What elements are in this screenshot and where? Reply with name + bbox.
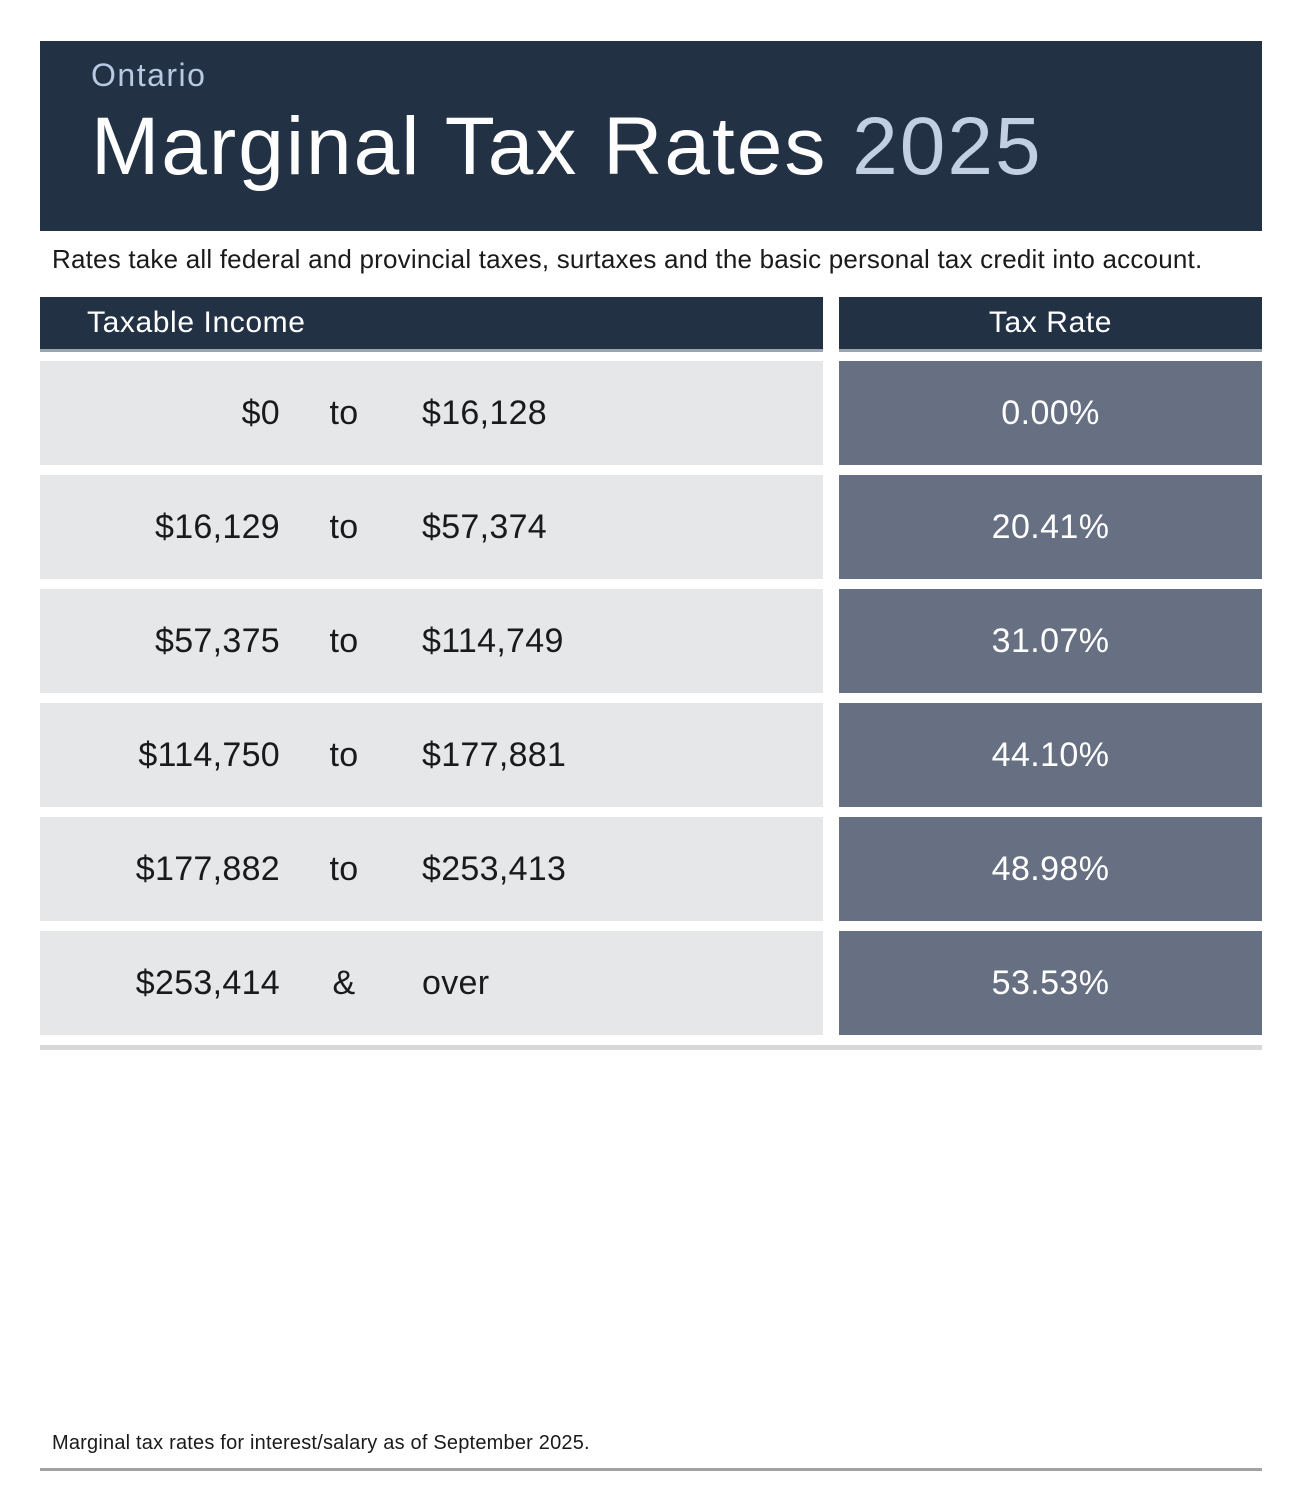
column-header-taxable-income: Taxable Income [40, 297, 823, 352]
income-upper-bound: over [422, 963, 490, 1002]
column-header-tax-rate: Tax Rate [839, 297, 1262, 352]
income-upper-bound: $114,749 [422, 621, 564, 660]
page-title-year: 2025 [852, 101, 1043, 192]
income-lower-bound: $0 [241, 393, 280, 432]
region-label: Ontario [91, 57, 207, 93]
table-body: $0 to $16,128 0.00% $16,129 to $57,374 2… [40, 361, 1262, 1035]
header-banner: Ontario Marginal Tax Rates 2025 [40, 41, 1262, 231]
footer-rule [40, 1468, 1262, 1471]
income-upper-bound: $253,413 [422, 849, 567, 888]
table-bottom-divider [40, 1045, 1262, 1050]
tax-rate-value: 44.10% [991, 735, 1110, 774]
tax-rate-cell: 20.41% [839, 475, 1262, 579]
tax-rate-value: 48.98% [991, 849, 1110, 888]
tax-rate-cell: 0.00% [839, 361, 1262, 465]
range-separator: to [329, 507, 359, 546]
income-lower-bound: $16,129 [154, 507, 280, 546]
tax-rate-value: 20.41% [991, 507, 1110, 546]
tax-rate-value: 0.00% [1001, 393, 1100, 432]
income-range-cell: $57,375 to $114,749 [40, 589, 823, 693]
table-row: $16,129 to $57,374 20.41% [40, 475, 1262, 579]
income-range-cell: $0 to $16,128 [40, 361, 823, 465]
table-row: $114,750 to $177,881 44.10% [40, 703, 1262, 807]
tax-rate-table: Taxable Income Tax Rate $0 to $16,128 0.… [40, 297, 1262, 1050]
income-upper-bound: $16,128 [422, 393, 548, 432]
tax-rate-cell: 44.10% [839, 703, 1262, 807]
range-separator: to [329, 849, 359, 888]
tax-rate-value: 31.07% [991, 621, 1110, 660]
range-separator: to [329, 735, 359, 774]
range-separator: & [332, 963, 356, 1002]
footnote-text: Marginal tax rates for interest/salary a… [52, 1432, 590, 1454]
income-upper-bound: $57,374 [422, 507, 548, 546]
income-range-cell: $114,750 to $177,881 [40, 703, 823, 807]
page-title: Marginal Tax Rates 2025 [91, 101, 1262, 192]
range-separator: to [329, 621, 359, 660]
income-range-cell: $16,129 to $57,374 [40, 475, 823, 579]
income-range-cell: $253,414 & over [40, 931, 823, 1035]
income-range-cell: $177,882 to $253,413 [40, 817, 823, 921]
income-lower-bound: $114,750 [138, 735, 280, 774]
table-header-row: Taxable Income Tax Rate [40, 297, 1262, 352]
table-row: $0 to $16,128 0.00% [40, 361, 1262, 465]
page-title-text: Marginal Tax Rates [91, 101, 853, 192]
tax-rate-value: 53.53% [991, 963, 1110, 1002]
income-lower-bound: $57,375 [154, 621, 280, 660]
table-row: $253,414 & over 53.53% [40, 931, 1262, 1035]
tax-rate-cell: 53.53% [839, 931, 1262, 1035]
income-lower-bound: $177,882 [135, 849, 280, 888]
tax-rate-cell: 48.98% [839, 817, 1262, 921]
income-upper-bound: $177,881 [422, 735, 567, 774]
tax-rate-cell: 31.07% [839, 589, 1262, 693]
table-row: $177,882 to $253,413 48.98% [40, 817, 1262, 921]
subtitle-text: Rates take all federal and provincial ta… [52, 244, 1203, 274]
income-lower-bound: $253,414 [135, 963, 280, 1002]
table-row: $57,375 to $114,749 31.07% [40, 589, 1262, 693]
range-separator: to [329, 393, 359, 432]
